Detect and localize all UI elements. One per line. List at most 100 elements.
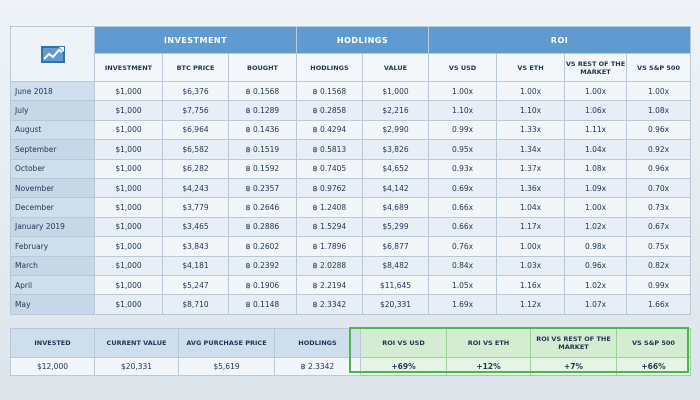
investment-cell: $1,000	[94, 197, 163, 218]
vs-rest-cell: 1.00x	[564, 80, 628, 102]
hodlings-cell: ฿ 0.4294	[296, 119, 363, 141]
bought-cell: ฿ 0.1148	[228, 294, 297, 315]
vs-rest-cell: 1.04x	[564, 139, 628, 160]
value-cell: $4,689	[361, 197, 430, 218]
bought-cell: ฿ 0.1519	[228, 139, 297, 160]
column-header-bought: BOUGHT	[228, 53, 297, 82]
vs-eth-cell: 1.17x	[496, 216, 566, 238]
hodlings-cell: ฿ 1.2408	[296, 197, 363, 218]
summary-header-avg-price: AVG PURCHASE PRICE	[178, 328, 275, 358]
summary-invested: $12,000	[10, 357, 95, 376]
btc-price-cell: $4,181	[162, 255, 229, 276]
vs-rest-cell: 1.09x	[564, 177, 628, 199]
bought-cell: ฿ 0.2357	[228, 177, 297, 199]
table-row: January 2019 $1,000 $3,465 ฿ 0.2886 ฿ 1.5294…	[10, 216, 692, 238]
investment-cell: $1,000	[94, 216, 163, 238]
month-cell: May	[10, 294, 95, 315]
group-header-hodlings: HODLINGS	[295, 26, 430, 54]
investment-cell: $1,000	[94, 80, 163, 102]
month-cell: September	[10, 139, 95, 160]
group-header-roi: ROI	[428, 26, 692, 54]
month-cell: August	[10, 119, 95, 141]
column-header-vs-rest: VS REST OF THE MARKET	[564, 53, 628, 82]
summary-current-value: $20,331	[94, 357, 179, 376]
vs-usd-cell: 0.95x	[428, 139, 498, 160]
value-cell: $2,216	[361, 100, 430, 121]
vs-sp500-cell: 0.82x	[626, 255, 692, 276]
vs-eth-cell: 1.00x	[496, 236, 566, 257]
hodlings-cell: ฿ 0.7405	[296, 158, 363, 179]
column-header-vs-usd: VS USD	[428, 53, 498, 82]
vs-usd-cell: 0.69x	[428, 177, 498, 199]
value-cell: $3,826	[361, 139, 430, 160]
investment-cell: $1,000	[94, 119, 163, 141]
summary-header-roi-rest: ROI VS REST OF THE MARKET	[530, 328, 617, 358]
hodlings-cell: ฿ 0.9762	[296, 177, 363, 199]
vs-usd-cell: 0.66x	[428, 197, 498, 218]
vs-usd-cell: 0.66x	[428, 216, 498, 238]
value-cell: $20,331	[361, 294, 430, 315]
btc-price-cell: $6,964	[162, 119, 229, 141]
column-header-vs-sp500: VS S&P 500	[626, 53, 692, 82]
hodlings-cell: ฿ 0.5813	[296, 139, 363, 160]
vs-usd-cell: 1.10x	[428, 100, 498, 121]
investment-cell: $1,000	[94, 274, 163, 296]
value-cell: $5,299	[361, 216, 430, 238]
investment-cell: $1,000	[94, 158, 163, 179]
vs-eth-cell: 1.36x	[496, 177, 566, 199]
vs-rest-cell: 1.00x	[564, 197, 628, 218]
vs-eth-cell: 1.12x	[496, 294, 566, 315]
month-cell: January 2019	[10, 216, 95, 238]
bought-cell: ฿ 0.1906	[228, 274, 297, 296]
column-header-vs-eth: VS ETH	[496, 53, 566, 82]
vs-usd-cell: 0.84x	[428, 255, 498, 276]
bought-cell: ฿ 0.2886	[228, 216, 297, 238]
value-cell: $2,990	[361, 119, 430, 141]
vs-eth-cell: 1.16x	[496, 274, 566, 296]
investment-cell: $1,000	[94, 236, 163, 257]
vs-eth-cell: 1.03x	[496, 255, 566, 276]
month-cell: July	[10, 100, 95, 121]
table-row: May $1,000 $8,710 ฿ 0.1148 ฿ 2.3342 $20,331 1.…	[10, 294, 692, 315]
value-cell: $11,645	[361, 274, 430, 296]
vs-rest-cell: 1.07x	[564, 294, 628, 315]
logo-cell	[10, 26, 95, 82]
investment-cell: $1,000	[94, 100, 163, 121]
summary-roi-rest: +7%	[530, 357, 617, 376]
vs-usd-cell: 1.69x	[428, 294, 498, 315]
vs-rest-cell: 1.02x	[564, 274, 628, 296]
table-row: December $1,000 $3,779 ฿ 0.2646 ฿ 1.2408 $4,6…	[10, 197, 692, 218]
hodlings-cell: ฿ 0.2858	[296, 100, 363, 121]
vs-eth-cell: 1.04x	[496, 197, 566, 218]
vs-rest-cell: 1.06x	[564, 100, 628, 121]
vs-sp500-cell: 0.73x	[626, 197, 692, 218]
table-row: September $1,000 $6,582 ฿ 0.1519 ฿ 0.5813 $3,…	[10, 139, 692, 160]
group-header-investment: INVESTMENT	[94, 26, 297, 54]
btc-price-cell: $6,282	[162, 158, 229, 179]
vs-sp500-cell: 0.67x	[626, 216, 692, 238]
vs-sp500-cell: 0.75x	[626, 236, 692, 257]
btc-price-cell: $8,710	[162, 294, 229, 315]
btc-price-cell: $3,843	[162, 236, 229, 257]
summary-hodlings: ฿ 2.3342	[274, 357, 361, 376]
vs-rest-cell: 0.98x	[564, 236, 628, 257]
month-cell: October	[10, 158, 95, 179]
vs-sp500-cell: 1.08x	[626, 100, 692, 121]
vs-eth-cell: 1.10x	[496, 100, 566, 121]
hodlings-cell: ฿ 0.1568	[296, 80, 363, 102]
bought-cell: ฿ 0.2392	[228, 255, 297, 276]
vs-rest-cell: 1.11x	[564, 119, 628, 141]
table-row: April $1,000 $5,247 ฿ 0.1906 ฿ 2.2194 $11,645…	[10, 274, 692, 296]
vs-rest-cell: 1.02x	[564, 216, 628, 238]
column-header-hodlings: HODLINGS	[296, 53, 363, 82]
hodlings-cell: ฿ 2.2194	[296, 274, 363, 296]
column-header-btc-price: BTC PRICE	[162, 53, 229, 82]
month-cell: April	[10, 274, 95, 296]
month-cell: December	[10, 197, 95, 218]
summary-roi-usd: +69%	[360, 357, 447, 376]
bought-cell: ฿ 0.1436	[228, 119, 297, 141]
investment-cell: $1,000	[94, 294, 163, 315]
vs-sp500-cell: 0.96x	[626, 119, 692, 141]
vs-eth-cell: 1.33x	[496, 119, 566, 141]
chart-logo-icon	[40, 44, 66, 64]
